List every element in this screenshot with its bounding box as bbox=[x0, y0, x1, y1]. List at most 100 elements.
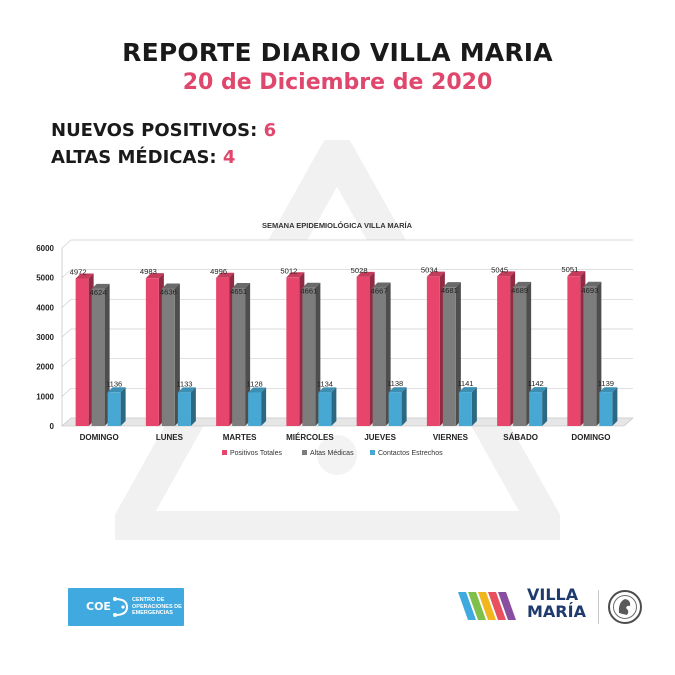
bar-top bbox=[442, 282, 461, 288]
municipal-seal-icon bbox=[608, 590, 642, 624]
bar-side bbox=[526, 281, 532, 426]
bar-altas-m-dicas bbox=[442, 287, 456, 426]
bar-top bbox=[583, 281, 602, 287]
bar-top bbox=[286, 272, 305, 278]
x-tick-label: DOMINGO bbox=[80, 433, 119, 442]
data-label: 1134 bbox=[317, 379, 333, 388]
bar-altas-m-dicas bbox=[513, 286, 527, 426]
x-tick-label: DOMINGO bbox=[571, 433, 610, 442]
data-label: 4681 bbox=[441, 286, 458, 295]
bar-altas-m-dicas bbox=[91, 288, 105, 426]
bar-top bbox=[529, 387, 548, 393]
bar-top bbox=[216, 272, 235, 278]
bar-top bbox=[567, 271, 586, 277]
nuevos-positivos-value: 6 bbox=[263, 120, 277, 141]
y-tick-label: 2000 bbox=[36, 363, 54, 372]
bar-positivos-totales bbox=[145, 278, 159, 426]
y-tick-label: 0 bbox=[50, 422, 55, 431]
nuevos-positivos-stat: NUEVOS POSITIVOS: 6 bbox=[51, 120, 276, 141]
report-date: 20 de Diciembre de 2020 bbox=[182, 70, 493, 95]
bar-positivos-totales bbox=[286, 277, 300, 426]
bar-top bbox=[388, 387, 407, 393]
nuevos-positivos-label: NUEVOS POSITIVOS: bbox=[51, 120, 258, 141]
bar-side bbox=[542, 387, 548, 426]
bar-contactos-estrechos bbox=[318, 392, 332, 426]
gridline bbox=[61, 269, 633, 278]
x-tick-label: VIERNES bbox=[433, 433, 469, 442]
data-label: 1136 bbox=[106, 379, 122, 388]
bar-top bbox=[599, 387, 618, 393]
bar-altas-m-dicas bbox=[583, 286, 597, 426]
bar-top bbox=[372, 282, 391, 288]
bar-positivos-totales bbox=[75, 278, 89, 426]
bar-top bbox=[161, 283, 180, 289]
x-tick-label: SÁBADO bbox=[503, 433, 538, 442]
y-tick-label: 3000 bbox=[36, 333, 54, 342]
villa-maria-wordmark: VILLA MARÍA bbox=[527, 586, 587, 620]
villa-maria-line2: MARÍA bbox=[527, 602, 586, 621]
bar-altas-m-dicas bbox=[302, 287, 316, 426]
altas-medicas-stat: ALTAS MÉDICAS: 4 bbox=[51, 147, 235, 168]
bar-side bbox=[104, 283, 110, 426]
data-label: 1128 bbox=[246, 380, 262, 389]
bar-positivos-totales bbox=[356, 276, 370, 426]
data-label: 4689 bbox=[511, 286, 528, 295]
bar-altas-m-dicas bbox=[232, 288, 246, 426]
bar-side bbox=[120, 387, 126, 426]
altas-medicas-label: ALTAS MÉDICAS: bbox=[51, 147, 217, 168]
bar-contactos-estrechos bbox=[529, 392, 543, 426]
coe-network-icon bbox=[113, 597, 129, 617]
bar-side bbox=[385, 282, 391, 426]
logo-divider bbox=[598, 590, 599, 624]
data-label: 4624 bbox=[90, 288, 107, 297]
bar-top bbox=[513, 281, 532, 287]
bar-top bbox=[497, 271, 516, 277]
y-tick-label: 1000 bbox=[36, 392, 54, 401]
bar-positivos-totales bbox=[567, 276, 581, 426]
data-label: 5051 bbox=[561, 265, 578, 274]
data-label: 4661 bbox=[300, 287, 317, 296]
altas-medicas-value: 4 bbox=[222, 147, 236, 168]
data-label: 5012 bbox=[280, 266, 297, 275]
bar-positivos-totales bbox=[216, 277, 230, 426]
coe-logo-word: COE bbox=[86, 600, 111, 613]
bar-top bbox=[177, 387, 196, 393]
bar-side bbox=[331, 387, 337, 426]
bar-altas-m-dicas bbox=[372, 287, 386, 426]
bar-top bbox=[426, 271, 445, 277]
data-label: 4693 bbox=[581, 286, 598, 295]
bar-side bbox=[612, 387, 618, 426]
page-title: REPORTE DIARIO VILLA MARIA bbox=[122, 38, 553, 67]
bar-top bbox=[107, 387, 126, 393]
bar-side bbox=[471, 387, 477, 426]
data-label: 4667 bbox=[371, 287, 388, 296]
y-tick-label: 5000 bbox=[36, 274, 54, 283]
bar-side bbox=[174, 283, 180, 426]
villa-maria-line1: VILLA bbox=[527, 585, 579, 604]
data-label: 1142 bbox=[527, 379, 543, 388]
villa-maria-stripes-logo bbox=[458, 592, 516, 620]
chart-title: SEMANA EPIDEMIOLÓGICA VILLA MARÍA bbox=[262, 221, 413, 230]
bar-side bbox=[455, 282, 461, 426]
data-label: 5034 bbox=[421, 266, 438, 275]
bar-top bbox=[145, 273, 164, 279]
bar-contactos-estrechos bbox=[248, 392, 262, 426]
data-label: 1138 bbox=[387, 379, 403, 388]
x-tick-label: JUEVES bbox=[364, 433, 396, 442]
coe-logo: COE CENTRO DE OPERACIONES DE EMERGENCIAS bbox=[68, 588, 184, 626]
bar-positivos-totales bbox=[426, 276, 440, 426]
legend-label: Positivos Totales bbox=[230, 450, 283, 457]
data-label: 5045 bbox=[491, 265, 508, 274]
gridline bbox=[61, 239, 633, 249]
bar-side bbox=[190, 387, 196, 426]
data-label: 4636 bbox=[160, 287, 177, 296]
y-tick-label: 6000 bbox=[36, 244, 54, 253]
data-label: 4996 bbox=[210, 267, 227, 276]
bar-contactos-estrechos bbox=[458, 392, 472, 426]
bar-side bbox=[596, 281, 602, 426]
chart-back-wall bbox=[62, 240, 633, 426]
data-label: 4651 bbox=[230, 287, 247, 296]
data-label: 4972 bbox=[70, 267, 87, 276]
bar-positivos-totales bbox=[497, 276, 511, 426]
bar-top bbox=[91, 283, 110, 289]
